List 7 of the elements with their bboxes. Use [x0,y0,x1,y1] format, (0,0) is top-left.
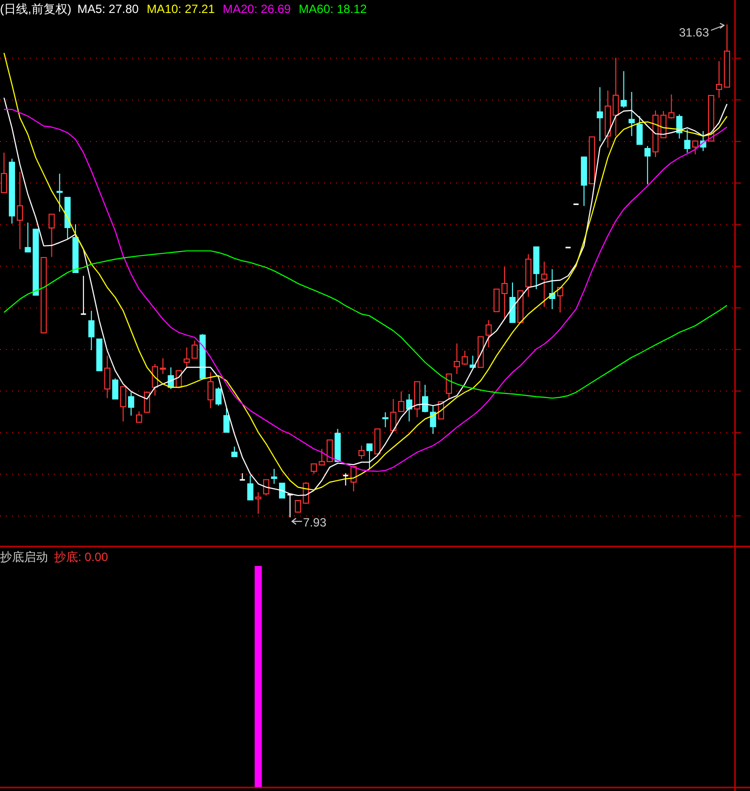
title: (日线,前复权) [0,2,72,16]
annotation: 31.63 [678,25,710,40]
title: 抄底启动 [0,550,48,564]
annotation: 抄底: 0.00 [54,550,108,564]
annotation: 7.93 [303,515,327,530]
annotation: 31.63 [678,22,725,40]
annotation: 7.93 [291,515,326,530]
